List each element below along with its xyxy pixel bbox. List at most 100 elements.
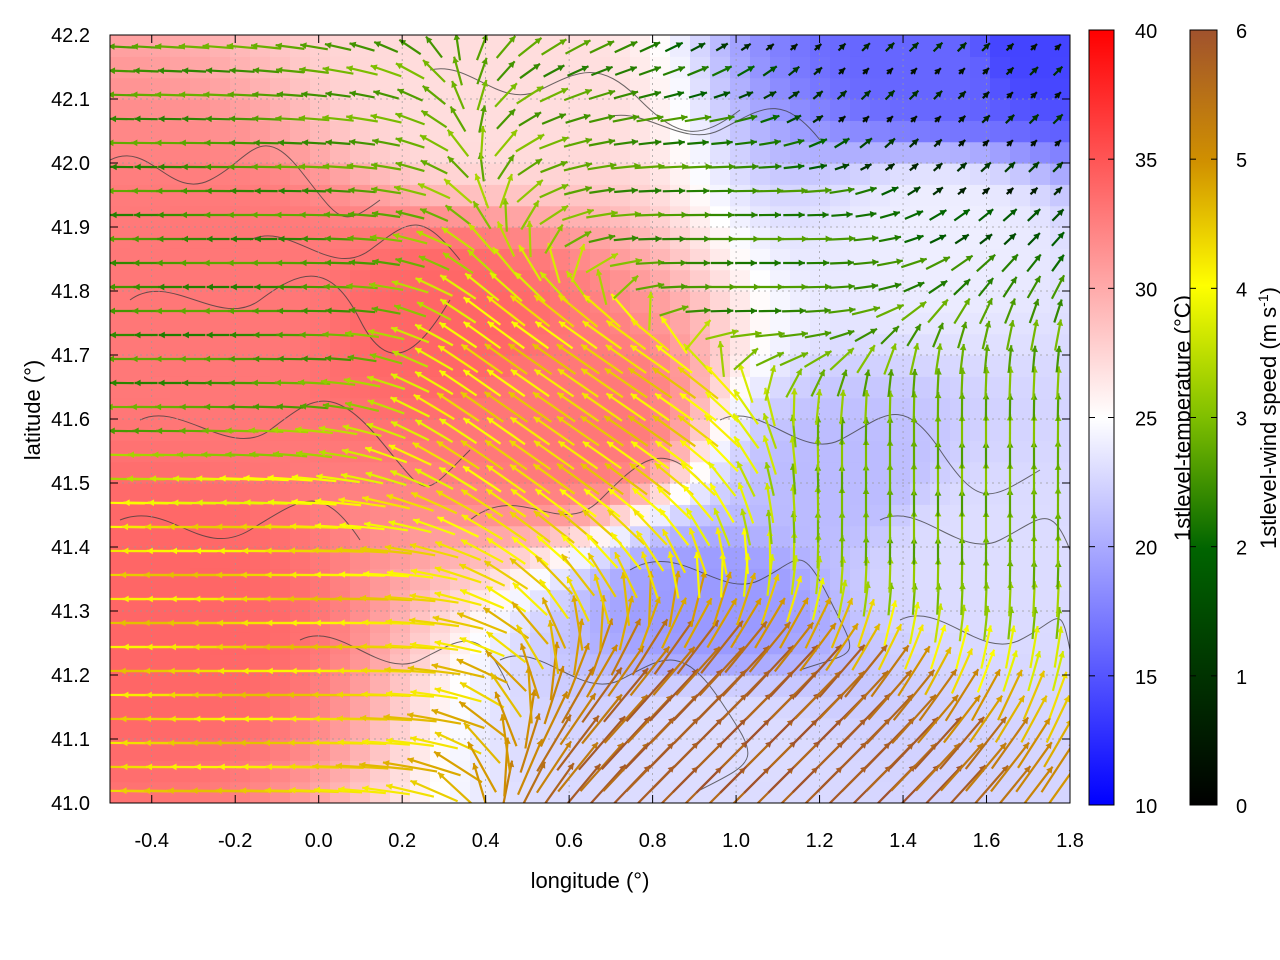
wind-arrow-shaft: [628, 462, 672, 496]
wind-arrow-head: [413, 518, 420, 525]
temperature-cell: [990, 696, 1011, 719]
wind-arrow: [338, 497, 386, 508]
wind-arrow-head: [133, 67, 140, 75]
wind-arrow-head: [775, 163, 782, 170]
temperature-cell: [950, 589, 971, 612]
wind-arrow: [544, 762, 575, 803]
temperature-cell: [110, 333, 131, 356]
wind-arrow-head: [484, 344, 492, 351]
temperature-cell: [110, 376, 131, 399]
wind-arrow: [509, 463, 551, 495]
temperature-cell: [850, 696, 871, 719]
temperature-cell: [150, 355, 171, 377]
wind-arrow: [341, 448, 383, 461]
temperature-cell: [550, 205, 571, 228]
wind-arrow-head: [465, 273, 473, 280]
wind-arrow-head: [363, 570, 370, 578]
temperature-cell: [290, 739, 311, 761]
wind-arrow-head: [277, 139, 285, 147]
wind-arrow-shaft: [534, 555, 574, 595]
temperature-cell: [250, 312, 271, 335]
wind-arrow-head: [655, 441, 663, 448]
wind-arrow-head: [426, 36, 433, 44]
wind-arrow-shaft: [462, 465, 502, 493]
temperature-cell: [170, 120, 191, 143]
wind-arrow-head: [110, 67, 116, 75]
wind-arrow-head: [460, 589, 468, 596]
wind-arrow: [715, 42, 729, 52]
wind-arrow: [511, 601, 549, 645]
wind-arrow: [783, 211, 805, 219]
wind-arrow-head: [798, 259, 805, 267]
wind-arrow-head: [559, 321, 566, 328]
wind-arrow-head: [704, 235, 711, 243]
wind-arrow: [571, 595, 584, 651]
wind-arrow: [760, 573, 780, 625]
wind-arrow-head: [486, 465, 494, 472]
wind-arrow-head: [434, 751, 442, 758]
temperature-cell: [550, 163, 571, 185]
wind-arrow: [780, 187, 808, 195]
wind-arrow: [735, 259, 757, 267]
temperature-cell: [190, 760, 211, 783]
temperature-cell: [530, 227, 551, 249]
temperature-cell: [250, 632, 271, 655]
temperature-cell: [190, 99, 211, 121]
wind-arrow-shaft: [695, 551, 701, 599]
wind-arrow-head: [417, 302, 424, 308]
temperature-cell: [830, 248, 851, 271]
wind-arrow-head: [371, 210, 379, 218]
wind-arrow-head: [747, 66, 755, 73]
temperature-cell: [890, 269, 911, 292]
temperature-cell: [930, 312, 951, 335]
wind-arrow-head: [508, 61, 515, 69]
temperature-cell: [910, 35, 931, 57]
wind-arrow-head: [584, 231, 592, 238]
wind-arrow-shaft: [483, 560, 529, 590]
wind-arrow-head: [228, 115, 236, 123]
wind-arrow-head: [345, 401, 352, 408]
wind-arrow-head: [409, 592, 417, 600]
wind-arrow-shaft: [267, 500, 313, 506]
temperature-cell: [990, 397, 1011, 420]
wind-arrow-head: [415, 371, 423, 378]
temperature-cell: [230, 589, 251, 612]
wind-arrow: [228, 115, 256, 123]
temperature-cell: [730, 312, 751, 335]
wind-arrow-head: [459, 637, 467, 644]
wind-arrow-shaft: [543, 665, 565, 725]
wind-arrow: [639, 41, 661, 53]
wind-arrow: [736, 461, 756, 497]
temperature-cell: [250, 120, 271, 143]
wind-arrow-shaft: [295, 427, 333, 435]
wind-arrow: [443, 178, 473, 204]
temperature-cell: [470, 291, 491, 313]
wind-arrow-head: [678, 139, 685, 146]
temperature-cell: [210, 248, 231, 271]
wind-arrow-head: [447, 129, 455, 137]
wind-arrow-shaft: [700, 620, 744, 674]
temperature-cell: [230, 376, 251, 399]
wind-arrow-head: [440, 299, 448, 306]
wind-arrow: [539, 204, 569, 226]
wind-arrow-shaft: [790, 555, 798, 595]
temperature-cell: [170, 56, 191, 79]
temperature-cell: [130, 675, 151, 697]
wind-arrow-head: [443, 252, 450, 260]
temperature-cell: [230, 440, 251, 463]
temperature-cell: [570, 781, 591, 803]
wind-arrow-head: [583, 295, 591, 302]
wind-arrow: [277, 139, 303, 147]
temperature-cell: [970, 227, 991, 249]
wind-arrow-head: [143, 571, 150, 579]
wind-arrow-shaft: [414, 468, 454, 490]
wind-arrow-head: [769, 365, 777, 373]
wind-arrow-head: [534, 37, 542, 45]
wind-arrow-head: [179, 427, 186, 435]
temperature-cell: [950, 547, 971, 569]
wind-arrow: [367, 399, 405, 415]
wind-arrow-head: [291, 498, 298, 506]
wind-arrow-head: [225, 427, 232, 434]
wind-arrow: [563, 137, 593, 148]
wind-arrow-head: [655, 393, 662, 400]
